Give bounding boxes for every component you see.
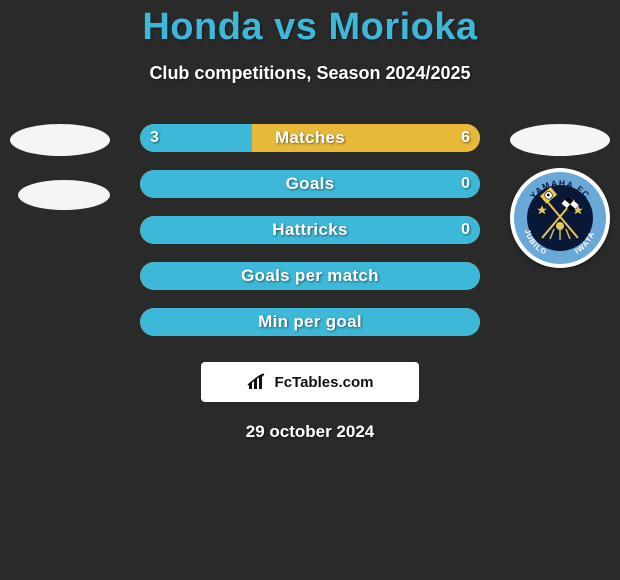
stat-label: Goals per match — [140, 266, 480, 286]
left-badge-column — [10, 124, 110, 210]
brand-text: FcTables.com — [275, 374, 374, 391]
stat-row: Matches3 6 — [140, 124, 480, 152]
chart-icon — [247, 373, 269, 391]
title-vs: vs — [274, 6, 317, 48]
title-player1: Honda — [142, 6, 263, 48]
stat-label: Goals — [140, 174, 480, 194]
right-badge-column: YAMAHA FC JUBILO IWATA — [510, 124, 610, 268]
stat-row: Goals0 — [140, 170, 480, 198]
club-badge-svg: YAMAHA FC JUBILO IWATA — [510, 168, 610, 268]
stat-row: Min per goal — [140, 308, 480, 336]
subtitle: Club competitions, Season 2024/2025 — [0, 63, 620, 84]
title-player2: Morioka — [328, 6, 477, 48]
stat-value-left: 3 — [150, 129, 159, 147]
page-title: Honda vs Morioka — [0, 6, 620, 49]
comparison-card: Honda vs Morioka Club competitions, Seas… — [0, 6, 620, 580]
stat-label: Matches — [140, 128, 480, 148]
stat-label: Hattricks — [140, 220, 480, 240]
player2-badge-placeholder — [510, 124, 610, 156]
player1-badge-placeholder-2 — [18, 180, 110, 210]
club-badge: YAMAHA FC JUBILO IWATA — [510, 168, 610, 268]
stat-label: Min per goal — [140, 312, 480, 332]
stat-value-right: 6 — [461, 129, 470, 147]
stat-row: Goals per match — [140, 262, 480, 290]
brand-box[interactable]: FcTables.com — [201, 362, 419, 402]
stat-row: Hattricks0 — [140, 216, 480, 244]
stat-value-right: 0 — [461, 175, 470, 193]
stat-value-right: 0 — [461, 221, 470, 239]
player1-badge-placeholder-1 — [10, 124, 110, 156]
footer-date: 29 october 2024 — [0, 422, 620, 442]
